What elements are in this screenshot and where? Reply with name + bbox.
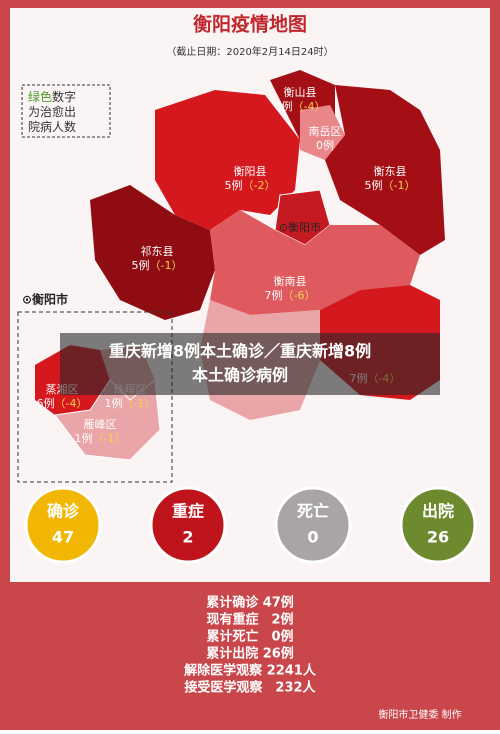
- case-count: 6例: [37, 396, 55, 410]
- summary-line: 解除医学观察 2241人: [183, 663, 317, 679]
- region-name: 衡南县: [274, 275, 307, 288]
- inset-box: [17, 311, 173, 483]
- region-count: 7例（-6）: [265, 288, 316, 302]
- region-name: 衡山县: [284, 86, 317, 99]
- region-count: 5例（-1）: [132, 258, 183, 272]
- case-count: 5例: [132, 258, 150, 272]
- summary-line: 累计出院 26例: [206, 646, 294, 662]
- stat-label: 死亡: [297, 502, 329, 521]
- stat-circle: [274, 486, 352, 564]
- cured-count: （-6）: [283, 289, 316, 302]
- banner: 重庆新增8例本土确诊／重庆新增8例 本土确诊病例: [60, 333, 440, 395]
- cured-count: （-4）: [293, 100, 326, 113]
- stat-label: 确诊: [47, 502, 80, 521]
- stat-circle: [149, 486, 227, 564]
- stat-circle: [24, 486, 102, 564]
- region-name: 衡东县: [374, 165, 407, 178]
- summary-line: 现有重症 2例: [206, 612, 293, 628]
- cured-count: （-1）: [383, 179, 416, 192]
- cured-count: （-1）: [93, 432, 126, 445]
- region-name: 祁东县: [141, 244, 174, 258]
- legend: 绿色数字为治愈出院病人数: [21, 84, 111, 138]
- cured-count: （-4）: [55, 397, 88, 410]
- summary-line: 累计死亡 0例: [206, 629, 293, 645]
- case-count: 7例: [265, 288, 283, 302]
- case-count: 5例: [225, 178, 243, 192]
- region-name: 雁峰区: [84, 418, 117, 431]
- region-shape: [90, 185, 215, 320]
- banner-line: 本土确诊病例: [192, 366, 288, 385]
- title: 衡阳疫情地图: [193, 13, 307, 36]
- subtitle: （截止日期：2020年2月14日24时）: [166, 45, 333, 58]
- case-count: 0例: [316, 138, 334, 152]
- legend-text-rest: 数字为治愈出院病人数: [28, 89, 76, 134]
- stat-value: 26: [427, 528, 449, 547]
- footer: 衡阳市卫健委 制作: [378, 708, 461, 721]
- region-name: ⊙衡阳市: [279, 220, 321, 234]
- case-count: 8例: [275, 99, 293, 113]
- case-count: 5例: [365, 178, 383, 192]
- banner-bg: [60, 333, 440, 395]
- region-count: 6例（-4）: [37, 396, 88, 410]
- cured-count: （-2）: [243, 179, 276, 192]
- case-count: 1例: [105, 396, 123, 410]
- cured-count: （-1）: [123, 397, 156, 410]
- stat-label: 重症: [172, 502, 204, 521]
- cured-count: （-1）: [150, 259, 183, 272]
- region-name: 衡阳县: [234, 165, 267, 178]
- banner-line: 重庆新增8例本土确诊／重庆新增8例: [109, 342, 371, 361]
- stat-value: 47: [52, 528, 74, 547]
- summary-line: 接受医学观察 232人: [184, 680, 316, 696]
- region-count: 5例（-2）: [225, 178, 276, 192]
- region-shape: [300, 105, 345, 160]
- region-shape: [325, 85, 445, 255]
- region-shape: [210, 210, 420, 315]
- legend-text: 绿色数字为治愈出院病人数: [28, 89, 76, 134]
- region-count: 1例（-1）: [105, 396, 156, 410]
- region-name: 南岳区: [309, 125, 342, 138]
- region-count: 8例（-4）: [275, 99, 326, 113]
- case-count: 1例: [75, 431, 93, 445]
- stat-value: 2: [182, 528, 193, 547]
- stat-label: 出院: [422, 502, 454, 521]
- region-count: 5例（-1）: [365, 178, 416, 192]
- region-shape: [155, 90, 300, 230]
- inset-title: ⊙衡阳市: [22, 292, 68, 307]
- region-count: 1例（-1）: [75, 431, 126, 445]
- stat-circle: [399, 486, 477, 564]
- summary-line: 累计确诊 47例: [206, 595, 294, 611]
- region-count: 0例: [316, 138, 334, 152]
- stat-value: 0: [307, 528, 318, 547]
